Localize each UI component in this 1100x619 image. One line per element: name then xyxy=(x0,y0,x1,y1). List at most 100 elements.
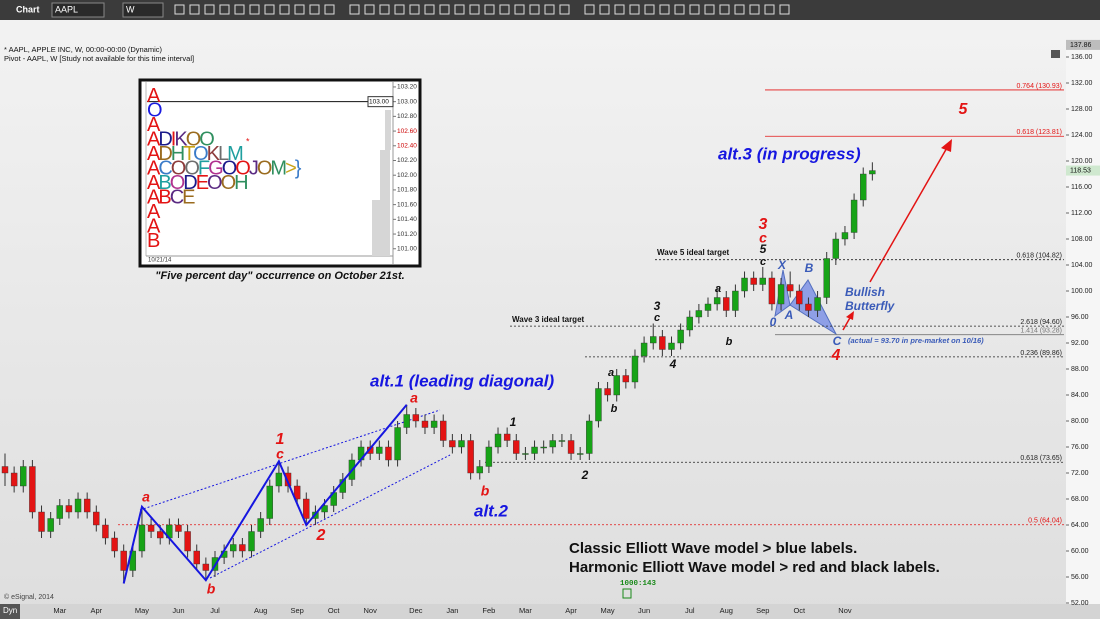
y-tick-label: 52.00 xyxy=(1071,600,1089,607)
candle-body xyxy=(823,258,830,298)
tool-icon[interactable] xyxy=(484,4,495,15)
tool-icon[interactable] xyxy=(279,4,290,15)
candle-body xyxy=(20,466,27,487)
inset-y-tick-label: 101.00 xyxy=(397,245,417,252)
fib-level-label: 0.5 (64.04) xyxy=(1028,518,1062,525)
tool-icon[interactable] xyxy=(189,4,200,15)
tool-icon[interactable] xyxy=(544,4,555,15)
tool-icon[interactable] xyxy=(559,4,570,15)
tool-icon[interactable] xyxy=(324,4,335,15)
tool-icon[interactable] xyxy=(614,4,625,15)
tool-icon[interactable] xyxy=(704,4,715,15)
tool-icon[interactable] xyxy=(264,4,275,15)
tool-icon[interactable] xyxy=(219,4,230,15)
tool-icon[interactable] xyxy=(644,4,655,15)
x-tick-label: Dec xyxy=(409,606,423,615)
candle-body xyxy=(631,355,639,383)
tool-icon[interactable] xyxy=(379,4,390,15)
tool-icon[interactable] xyxy=(309,4,320,15)
tool-icon[interactable] xyxy=(409,4,420,15)
inset-current-box xyxy=(367,96,394,108)
inset-y-tick-label: 102.20 xyxy=(397,157,417,164)
tool-icon[interactable] xyxy=(749,4,760,15)
inset-row: ACOOFGOOJOM>} xyxy=(147,158,302,180)
wave-label: 0 xyxy=(770,315,777,329)
candle-body xyxy=(266,485,273,519)
candle-body xyxy=(412,414,420,422)
tool-icon[interactable] xyxy=(719,4,730,15)
tool-icon[interactable] xyxy=(454,4,465,15)
tool-icon[interactable] xyxy=(204,4,215,15)
candle-body xyxy=(586,420,593,454)
tool-icon[interactable] xyxy=(599,4,610,15)
y-tick-label: 104.00 xyxy=(1071,262,1093,269)
x-tick-label: Apr xyxy=(565,606,577,615)
candle-body xyxy=(147,524,155,532)
inset-current-label: 103.00 xyxy=(369,98,389,105)
tool-icon[interactable] xyxy=(174,4,185,15)
wave-label: X xyxy=(777,258,787,272)
tool-icon[interactable] xyxy=(499,4,510,15)
y-tick-label: 56.00 xyxy=(1071,574,1089,581)
inset-y-tick-label: 103.00 xyxy=(397,98,417,105)
status-icon[interactable] xyxy=(622,588,632,599)
candle-body xyxy=(175,524,182,532)
price-tag xyxy=(1066,165,1100,176)
candle-body xyxy=(376,446,383,454)
tool-icon[interactable] xyxy=(294,4,305,15)
tool-icon[interactable] xyxy=(674,4,685,15)
tool-icon[interactable] xyxy=(424,4,435,15)
tool-icon[interactable] xyxy=(659,4,670,15)
candle-body xyxy=(522,453,529,455)
candle-body xyxy=(1,466,9,474)
interval-box[interactable] xyxy=(122,2,164,18)
annotation: Wave 5 ideal target xyxy=(657,248,730,257)
candle-body xyxy=(184,531,191,552)
candle-body xyxy=(622,375,630,383)
tool-icon[interactable] xyxy=(764,4,775,15)
candle-body xyxy=(659,336,666,350)
tool-icon[interactable] xyxy=(629,4,640,15)
axis-mode[interactable]: Dyn xyxy=(3,606,17,615)
y-tick-label: 76.00 xyxy=(1071,444,1089,451)
wave-label: c xyxy=(760,256,766,268)
symbol[interactable]: AAPL xyxy=(55,4,78,14)
y-tick-label: 96.00 xyxy=(1071,314,1089,321)
plot: 52.00 56.00 60.00 64.00 68.00 72.00 76.00 80.00… xyxy=(1,39,1100,615)
tool-icon[interactable] xyxy=(349,4,360,15)
tool-icon[interactable] xyxy=(364,4,375,15)
status: 1000:143 xyxy=(620,580,657,588)
candle-body xyxy=(403,414,410,428)
candle-body xyxy=(440,420,447,441)
candle-body xyxy=(549,440,556,448)
inset-row: ABODEOOH xyxy=(147,172,247,194)
interval[interactable]: W xyxy=(126,4,135,14)
candle-body xyxy=(576,453,584,455)
fib-level-label: 0.764 (130.93) xyxy=(1016,83,1062,90)
candle-body xyxy=(65,505,73,513)
candle-body xyxy=(202,563,210,571)
tool-icon[interactable] xyxy=(529,4,540,15)
tool-icon[interactable] xyxy=(689,4,700,15)
tool-icon[interactable] xyxy=(439,4,450,15)
x-tick-label: Jan xyxy=(446,606,458,615)
tool-icon[interactable] xyxy=(234,4,245,15)
tool-icon[interactable] xyxy=(734,4,745,15)
axis-mode-box[interactable] xyxy=(0,604,20,619)
tool-icon[interactable] xyxy=(584,4,595,15)
wave-label: 3 xyxy=(759,216,768,233)
candle-body xyxy=(449,440,456,448)
profile-bar xyxy=(372,200,390,256)
symbol-box[interactable] xyxy=(51,2,105,18)
tool-icon[interactable] xyxy=(514,4,525,15)
inset-row: ADIKOO xyxy=(147,129,214,151)
tool-icon[interactable] xyxy=(469,4,480,15)
tool-icon[interactable] xyxy=(779,4,790,15)
tool-icon[interactable] xyxy=(249,4,260,15)
header-line: Pivot - AAPL, W [Study not available for… xyxy=(4,54,194,63)
candle-body xyxy=(111,537,118,552)
chart-icon[interactable] xyxy=(1051,50,1060,58)
tool-icon[interactable] xyxy=(394,4,405,15)
annotation: alt.1 (leading diagonal) xyxy=(370,371,555,390)
